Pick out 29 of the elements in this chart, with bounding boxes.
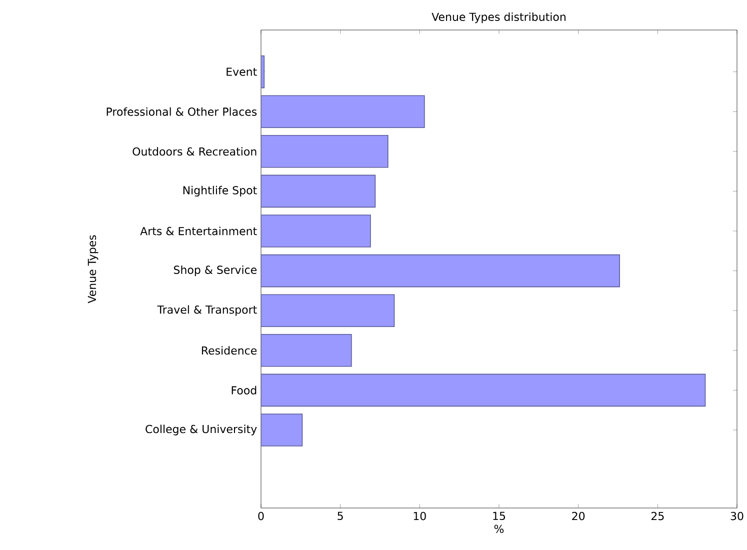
x-tick-label: 0 (258, 512, 264, 520)
bar (261, 95, 425, 128)
x-tick-label: 5 (338, 512, 343, 520)
bar (261, 134, 388, 168)
y-tick-label: Nightlife Spot (183, 186, 257, 197)
x-tick-label: 30 (730, 512, 744, 520)
y-tick-label: Food (232, 386, 256, 394)
x-tick-label: 10 (414, 512, 426, 520)
y-tick-label: Professional & Other Places (106, 107, 257, 116)
y-axis-title: Venue Types (88, 235, 98, 304)
y-tick-label: Event (226, 68, 257, 76)
x-tick-label: 25 (651, 512, 664, 520)
y-tick-label: Shop & Service (174, 265, 257, 276)
bar (261, 334, 352, 367)
y-tick-label: Arts & Entertainment (140, 226, 257, 236)
bar (261, 294, 395, 327)
bar (261, 254, 620, 288)
bar (261, 214, 371, 248)
x-tick-label: 20 (572, 512, 585, 520)
y-tick-label: Residence (202, 346, 257, 355)
chart-title: Venue Types distribution (432, 12, 566, 24)
bar (261, 174, 376, 208)
y-tick-label: Outdoors & Recreation (132, 147, 256, 156)
x-tick-label: 15 (493, 512, 506, 520)
y-tick-label: College & University (146, 424, 257, 436)
bar (261, 414, 303, 446)
x-axis-title: % (494, 524, 504, 534)
bar (261, 374, 706, 407)
y-tick-label: Travel & Transport (157, 305, 257, 316)
